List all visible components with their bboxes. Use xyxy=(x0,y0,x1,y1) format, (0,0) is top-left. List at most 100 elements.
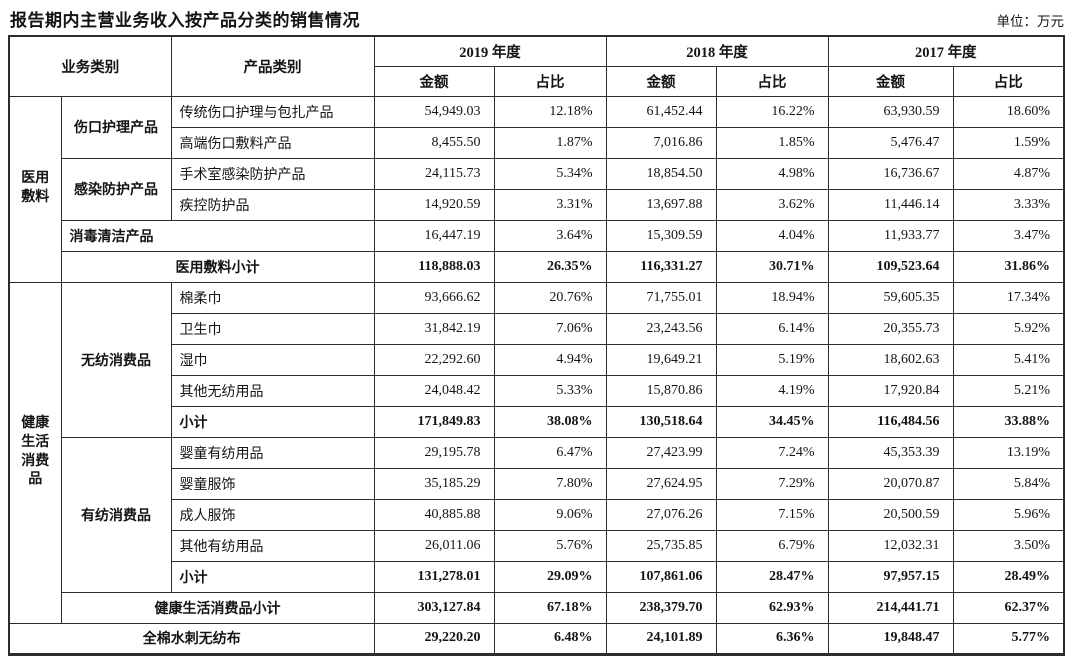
amount-cell: 29,195.78 xyxy=(373,436,495,469)
ratio-cell: 3.33% xyxy=(952,188,1065,221)
amount-cell: 15,870.86 xyxy=(605,374,717,407)
ratio-cell: 5.77% xyxy=(952,622,1065,655)
amount-cell: 40,885.88 xyxy=(373,498,495,531)
ratio-cell: 1.87% xyxy=(493,126,607,159)
amount-cell: 116,331.27 xyxy=(605,250,717,283)
amount-cell: 23,243.56 xyxy=(605,312,717,345)
ratio-cell: 20.76% xyxy=(493,281,607,314)
ratio-cell: 7.15% xyxy=(715,498,829,531)
amount-cell: 25,735.85 xyxy=(605,529,717,562)
ratio-cell: 28.49% xyxy=(952,560,1065,593)
amount-cell: 27,076.26 xyxy=(605,498,717,531)
amount-cell: 24,101.89 xyxy=(605,622,717,655)
ratio-cell: 4.94% xyxy=(493,343,607,376)
amount-cell: 130,518.64 xyxy=(605,405,717,438)
amount-cell: 59,605.35 xyxy=(827,281,954,314)
amount-cell: 19,848.47 xyxy=(827,622,954,655)
product-cell: 卫生巾 xyxy=(170,312,375,345)
product-cell: 婴童服饰 xyxy=(170,467,375,500)
ratio-cell: 4.87% xyxy=(952,157,1065,190)
table-row: 健康生活消费品 无纺消费品 棉柔巾 93,666.62 20.76% 71,75… xyxy=(8,281,1065,624)
subtotal-row: 小计 171,849.83 38.08% 130,518.64 34.45% 1… xyxy=(9,405,1065,438)
business-group-cell: 医用敷料 xyxy=(8,95,62,283)
product-cell: 成人服饰 xyxy=(170,498,375,531)
amount-cell: 238,379.70 xyxy=(605,591,717,624)
product-cell: 湿巾 xyxy=(170,343,375,376)
amount-cell: 214,441.71 xyxy=(827,591,954,624)
ratio-cell: 3.47% xyxy=(952,219,1065,252)
amount-cell: 118,888.03 xyxy=(373,250,495,283)
ratio-cell: 30.71% xyxy=(715,250,829,283)
amount-cell: 27,423.99 xyxy=(605,436,717,469)
ratio-cell: 18.94% xyxy=(715,281,829,314)
amount-cell: 26,011.06 xyxy=(373,529,495,562)
ratio-cell: 5.96% xyxy=(952,498,1065,531)
amount-cell: 15,309.59 xyxy=(605,219,717,252)
col-header-business-category: 业务类别 xyxy=(8,35,172,97)
col-header-ratio-2018: 占比 xyxy=(715,65,829,97)
amount-cell: 29,220.20 xyxy=(373,622,495,655)
page-title: 报告期内主营业务收入按产品分类的销售情况 xyxy=(10,11,360,30)
amount-cell: 11,446.14 xyxy=(827,188,954,221)
ratio-cell: 31.86% xyxy=(952,250,1065,283)
table-row: 医用敷料 伤口护理产品 传统伤口护理与包扎产品 54,949.03 12.18%… xyxy=(8,95,1065,283)
business-sub-cell: 感染防护产品 xyxy=(60,157,172,221)
table-row: 高端伤口敷料产品 8,455.50 1.87% 7,016.86 1.85% 5… xyxy=(9,126,1065,159)
amount-cell: 116,484.56 xyxy=(827,405,954,438)
ratio-cell: 29.09% xyxy=(493,560,607,593)
subtotal-row: 健康生活消费品小计 303,127.84 67.18% 238,379.70 6… xyxy=(9,591,1065,624)
amount-cell: 27,624.95 xyxy=(605,467,717,500)
amount-cell: 19,649.21 xyxy=(605,343,717,376)
amount-cell: 17,920.84 xyxy=(827,374,954,407)
ratio-cell: 26.35% xyxy=(493,250,607,283)
ratio-cell: 5.41% xyxy=(952,343,1065,376)
business-sub-span-cell: 消毒清洁产品 xyxy=(60,219,375,252)
ratio-cell: 18.60% xyxy=(952,95,1065,128)
amount-cell: 20,070.87 xyxy=(827,467,954,500)
ratio-cell: 34.45% xyxy=(715,405,829,438)
amount-cell: 11,933.77 xyxy=(827,219,954,252)
revenue-by-product-table: 业务类别 产品类别 2019 年度 2018 年度 2017 年度 金额 占比 … xyxy=(8,35,1065,656)
product-cell: 其他有纺用品 xyxy=(170,529,375,562)
product-cell: 棉柔巾 xyxy=(170,281,375,314)
table-row: 成人服饰 40,885.88 9.06% 27,076.26 7.15% 20,… xyxy=(9,498,1065,531)
ratio-cell: 1.59% xyxy=(952,126,1065,159)
col-header-ratio-2019: 占比 xyxy=(493,65,607,97)
amount-cell: 31,842.19 xyxy=(373,312,495,345)
amount-cell: 107,861.06 xyxy=(605,560,717,593)
amount-cell: 24,048.42 xyxy=(373,374,495,407)
amount-cell: 5,476.47 xyxy=(827,126,954,159)
col-header-amount-2017: 金额 xyxy=(827,65,954,97)
ratio-cell: 6.48% xyxy=(493,622,607,655)
table-row: 婴童服饰 35,185.29 7.80% 27,624.95 7.29% 20,… xyxy=(9,467,1065,500)
ratio-cell: 4.98% xyxy=(715,157,829,190)
business-group-cell: 健康生活消费品 xyxy=(8,281,62,624)
amount-cell: 16,447.19 xyxy=(373,219,495,252)
ratio-cell: 6.36% xyxy=(715,622,829,655)
col-header-year-2018: 2018 年度 xyxy=(605,35,829,67)
product-cell: 婴童有纺用品 xyxy=(170,436,375,469)
amount-cell: 71,755.01 xyxy=(605,281,717,314)
ratio-cell: 33.88% xyxy=(952,405,1065,438)
header-row-years: 业务类别 产品类别 2019 年度 2018 年度 2017 年度 xyxy=(8,35,1065,97)
ratio-cell: 4.04% xyxy=(715,219,829,252)
col-header-amount-2018: 金额 xyxy=(605,65,717,97)
amount-cell: 54,949.03 xyxy=(373,95,495,128)
amount-cell: 7,016.86 xyxy=(605,126,717,159)
ratio-cell: 62.93% xyxy=(715,591,829,624)
table-row: 湿巾 22,292.60 4.94% 19,649.21 5.19% 18,60… xyxy=(9,343,1065,376)
col-header-amount-2019: 金额 xyxy=(373,65,495,97)
amount-cell: 131,278.01 xyxy=(373,560,495,593)
amount-cell: 22,292.60 xyxy=(373,343,495,376)
amount-cell: 16,736.67 xyxy=(827,157,954,190)
ratio-cell: 5.76% xyxy=(493,529,607,562)
ratio-cell: 5.19% xyxy=(715,343,829,376)
product-cell: 高端伤口敷料产品 xyxy=(170,126,375,159)
amount-cell: 13,697.88 xyxy=(605,188,717,221)
ratio-cell: 38.08% xyxy=(493,405,607,438)
amount-cell: 12,032.31 xyxy=(827,529,954,562)
col-header-year-2017: 2017 年度 xyxy=(827,35,1065,67)
ratio-cell: 4.19% xyxy=(715,374,829,407)
ratio-cell: 5.34% xyxy=(493,157,607,190)
ratio-cell: 6.47% xyxy=(493,436,607,469)
